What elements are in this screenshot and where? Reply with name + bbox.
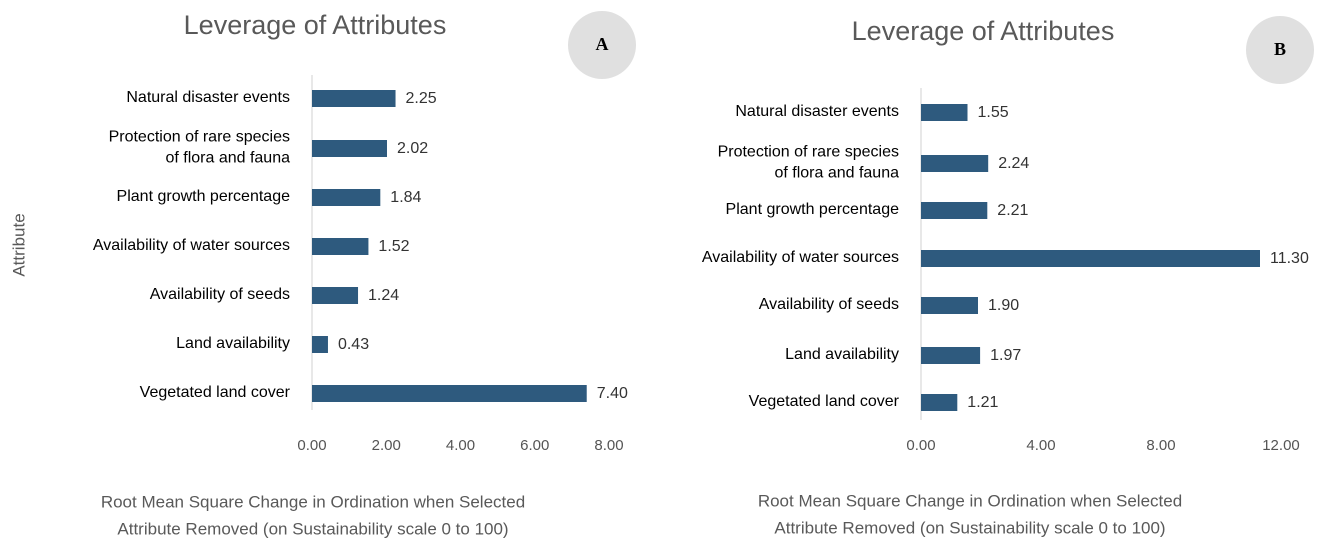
category-label: Plant growth percentage — [726, 201, 900, 218]
value-label: 0.43 — [338, 336, 369, 353]
value-label: 1.90 — [988, 297, 1019, 314]
value-label: 1.84 — [390, 189, 421, 206]
x-tick-label: 2.00 — [372, 437, 401, 454]
badge-label: A — [596, 34, 609, 54]
value-label: 7.40 — [597, 385, 628, 402]
x-tick-label: 6.00 — [520, 437, 549, 454]
category-label: Natural disaster events — [126, 89, 290, 106]
category-label: Protection of rare species of flora and f… — [109, 129, 291, 167]
category-label: Availability of seeds — [150, 286, 290, 303]
x-axis-title: Root Mean Square Change in Ordination wh… — [101, 493, 525, 539]
chart-title: Leverage of Attributes — [852, 16, 1115, 46]
bar — [921, 104, 968, 121]
y-axis-title: Attribute — [9, 213, 28, 276]
x-tick-label: 0.00 — [906, 437, 935, 454]
bar — [312, 189, 381, 206]
bar — [921, 297, 978, 314]
bar — [921, 155, 989, 172]
x-tick-label: 0.00 — [297, 437, 326, 454]
value-label: 1.97 — [990, 347, 1021, 364]
bar — [921, 347, 981, 364]
badge-label: B — [1274, 39, 1286, 59]
value-label: 11.30 — [1270, 250, 1309, 267]
bar — [312, 385, 587, 402]
category-label: Natural disaster events — [735, 103, 899, 120]
chart: Leverage of Attributes B 0.00 4.00 8.00 12.00… — [702, 16, 1314, 538]
bar — [921, 394, 958, 411]
value-label: 2.25 — [406, 90, 437, 107]
value-label: 2.24 — [998, 155, 1029, 172]
category-label: Availability of seeds — [759, 296, 899, 313]
badge-circle — [1246, 16, 1314, 84]
category-label: Availability of water sources — [93, 237, 290, 254]
value-label: 2.21 — [997, 202, 1028, 219]
chart: Leverage of Attributes A 0.00 2.00 4.00 6.00 8… — [9, 10, 636, 539]
x-axis-title: Root Mean Square Change in Ordination wh… — [758, 492, 1182, 538]
bar — [921, 202, 988, 219]
value-label: 1.52 — [378, 238, 409, 255]
bar — [312, 140, 387, 157]
bar — [312, 336, 328, 353]
category-label: Protection of rare species of flora and f… — [718, 144, 900, 182]
category-label: Plant growth percentage — [117, 188, 291, 205]
x-tick-label: 8.00 — [594, 437, 623, 454]
value-label: 1.24 — [368, 287, 399, 304]
category-label: Vegetated land cover — [749, 393, 900, 410]
x-tick-label: 4.00 — [446, 437, 475, 454]
category-label: Availability of water sources — [702, 249, 899, 266]
bar — [921, 250, 1260, 267]
chart-title: Leverage of Attributes — [184, 10, 447, 40]
bar — [312, 287, 359, 304]
bar — [312, 238, 369, 255]
category-label: Land availability — [176, 335, 290, 352]
value-label: 1.55 — [978, 104, 1009, 121]
bar — [312, 90, 396, 107]
x-tick-label: 8.00 — [1146, 437, 1175, 454]
x-tick-label: 4.00 — [1026, 437, 1055, 454]
badge-circle — [568, 11, 636, 79]
value-label: 1.21 — [967, 394, 998, 411]
x-tick-label: 12.00 — [1262, 437, 1300, 454]
value-label: 2.02 — [397, 140, 428, 157]
category-label: Land availability — [785, 346, 899, 363]
category-label: Vegetated land cover — [140, 384, 291, 401]
